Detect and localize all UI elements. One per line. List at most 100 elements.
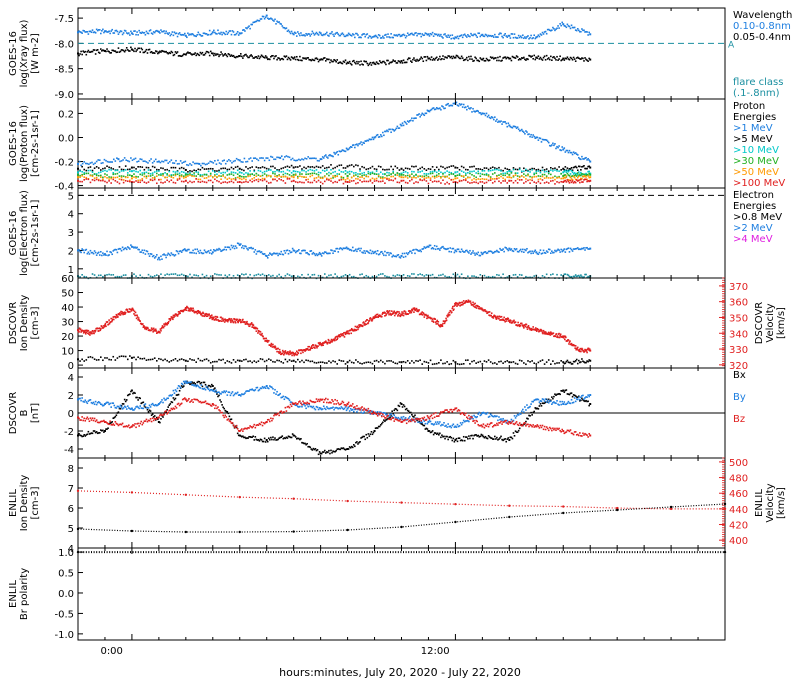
scatter-dot <box>487 179 490 182</box>
scatter-dot <box>539 169 542 172</box>
scatter-dot <box>286 30 289 33</box>
data-point <box>130 174 133 177</box>
scatter-dot <box>419 115 421 118</box>
scatter-dot <box>272 178 274 181</box>
scatter-dot <box>398 60 401 63</box>
scatter-dot <box>584 249 586 251</box>
data-point <box>508 179 511 182</box>
scatter-dot <box>103 49 105 52</box>
scatter-dot <box>359 179 361 182</box>
y2-tick-label: 370 <box>729 282 748 293</box>
scatter-dot <box>232 174 235 177</box>
scatter-dot <box>372 138 375 141</box>
scatter-dot <box>448 250 450 253</box>
scatter-dot <box>237 158 239 161</box>
scatter-dot <box>490 35 493 38</box>
scatter-dot <box>439 107 441 109</box>
scatter-dot <box>566 167 569 169</box>
scatter-dot <box>267 274 270 276</box>
scatter-dot <box>164 358 166 361</box>
scatter-dot <box>361 34 363 36</box>
scatter-dot <box>451 57 454 60</box>
scatter-dot <box>388 36 390 38</box>
scatter-dot <box>385 33 387 36</box>
scatter-dot <box>443 107 445 110</box>
scatter-dot <box>515 127 518 130</box>
scatter-dot <box>340 275 343 278</box>
scatter-dot <box>114 276 117 278</box>
scatter-dot <box>313 361 316 364</box>
scatter-dot <box>118 171 121 173</box>
scatter-dot <box>572 26 575 29</box>
scatter-dot <box>390 61 392 64</box>
scatter-dot <box>112 178 115 181</box>
scatter-dot <box>335 339 337 341</box>
scatter-dot <box>387 311 390 313</box>
scatter-dot <box>545 54 548 57</box>
scatter-dot <box>95 176 98 179</box>
scatter-dot <box>520 57 523 59</box>
scatter-dot <box>393 310 396 313</box>
scatter-dot <box>220 182 222 185</box>
panel-frame <box>77 187 726 279</box>
scatter-dot <box>309 35 312 37</box>
scatter-dot <box>458 174 461 176</box>
scatter-dot <box>213 29 215 32</box>
scatter-dot <box>208 54 211 57</box>
scatter-dot <box>488 116 491 119</box>
scatter-dot <box>574 152 577 154</box>
scatter-dot <box>353 250 355 252</box>
scatter-dot <box>587 157 589 160</box>
scatter-dot <box>266 341 269 343</box>
scatter-dot <box>564 273 567 275</box>
scatter-dot <box>586 31 588 33</box>
scatter-dot <box>474 254 476 256</box>
scatter-dot <box>558 175 560 178</box>
scatter-dot <box>579 30 581 33</box>
scatter-dot <box>174 173 177 175</box>
scatter-dot <box>150 327 153 329</box>
scatter-dot <box>546 140 549 143</box>
scatter-dot <box>148 159 151 162</box>
scatter-dot <box>545 361 548 363</box>
scatter-dot <box>206 34 209 36</box>
scatter-dot <box>492 36 495 38</box>
scatter-dot <box>450 173 453 175</box>
scatter-dot <box>379 177 382 180</box>
scatter-dot <box>255 253 258 255</box>
data-point <box>157 256 160 259</box>
scatter-dot <box>271 344 273 346</box>
scatter-dot <box>249 166 251 169</box>
scatter-dot <box>364 35 367 38</box>
data-point <box>292 170 295 173</box>
scatter-dot <box>143 168 146 171</box>
scatter-dot <box>396 125 399 128</box>
scatter-dot <box>79 170 81 172</box>
scatter-dot <box>364 320 367 322</box>
scatter-dot <box>467 181 469 183</box>
scatter-dot <box>527 35 529 37</box>
scatter-dot <box>391 313 394 315</box>
scatter-dot <box>510 248 513 250</box>
scatter-dot <box>565 171 568 174</box>
scatter-dot <box>363 177 365 180</box>
scatter-dot <box>227 246 230 249</box>
scatter-dot <box>435 56 438 59</box>
scatter-dot <box>333 339 336 342</box>
scatter-dot <box>376 36 379 39</box>
scatter-dot <box>580 58 582 60</box>
scatter-dot <box>357 361 359 363</box>
scatter-dot <box>332 181 334 184</box>
scatter-dot <box>363 60 365 62</box>
scatter-dot <box>523 167 525 170</box>
scatter-dot <box>274 167 276 169</box>
scatter-dot <box>541 173 544 176</box>
scatter-dot <box>398 181 401 184</box>
scatter-dot <box>265 157 267 159</box>
scatter-dot <box>548 248 551 251</box>
scatter-dot <box>411 117 413 120</box>
scatter-dot <box>355 143 357 146</box>
scatter-dot <box>530 34 532 37</box>
scatter-dot <box>532 57 534 60</box>
scatter-dot <box>455 101 458 104</box>
